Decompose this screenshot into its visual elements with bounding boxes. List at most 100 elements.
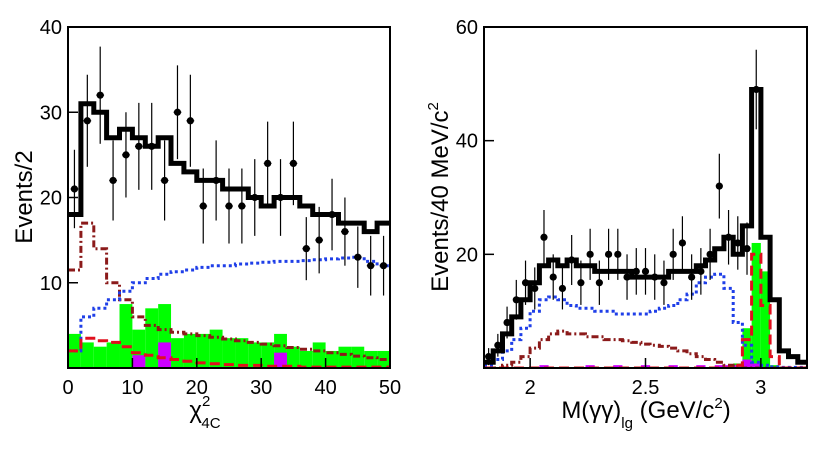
data-point — [109, 140, 117, 221]
x-tick-label: 3 — [755, 377, 766, 399]
data-point — [669, 228, 677, 280]
data-point — [549, 254, 557, 300]
data-point — [623, 254, 631, 300]
background-green-bar — [106, 342, 120, 368]
background-green-bar — [299, 350, 313, 368]
data-point — [485, 348, 493, 366]
background-blue-line — [484, 272, 807, 368]
background-red-line — [484, 252, 807, 368]
data-point — [276, 159, 285, 236]
y-tick-label: 40 — [40, 17, 62, 39]
x-tick-label: 20 — [186, 377, 208, 399]
right-y-axis-label: Events/40 MeV/c2 — [425, 102, 454, 292]
data-point — [122, 112, 130, 198]
background-green-bar — [222, 338, 236, 368]
data-point — [199, 168, 208, 244]
background-green-bar — [325, 350, 339, 368]
data-point — [568, 235, 576, 286]
y-tick-label: 60 — [456, 17, 478, 39]
background-green-bar — [248, 342, 262, 368]
data-point — [328, 178, 336, 251]
data-point — [697, 248, 705, 295]
data-point — [715, 153, 723, 219]
data-point — [558, 267, 567, 310]
background-green-bar — [171, 338, 184, 368]
background-magenta-bar — [742, 359, 752, 368]
background-green-bar — [312, 342, 326, 368]
x-tick-label: 50 — [379, 377, 401, 399]
background-green-bar — [119, 304, 133, 368]
left-x-axis-label: χ2 4C — [189, 393, 220, 432]
background-green-bar — [760, 271, 771, 368]
data-point — [540, 210, 548, 265]
data-point — [494, 333, 502, 357]
data-point — [752, 49, 760, 130]
background-green-bar — [286, 346, 300, 368]
data-point — [160, 140, 169, 221]
data-point — [595, 260, 603, 305]
left-y-axis-label: Events/2 — [11, 150, 38, 243]
data-point — [186, 74, 195, 167]
background-magenta-bar — [539, 365, 549, 368]
data-point — [134, 102, 143, 190]
data-point — [315, 206, 324, 274]
data-point — [688, 254, 696, 300]
left-panel: 0 10 20 30 40 50 10 20 30 40 Events/2 χ2 4C — [11, 17, 401, 432]
data-point — [225, 168, 233, 244]
background-magenta-bar — [158, 342, 172, 368]
y-tick-label: 20 — [40, 188, 62, 210]
background-green-bar — [261, 342, 275, 368]
data-point — [289, 121, 298, 206]
data-point — [341, 197, 349, 266]
background-green-bar — [80, 342, 94, 368]
data-point — [678, 216, 687, 270]
data-point — [531, 267, 539, 310]
x-tick-label: 30 — [250, 377, 272, 399]
data-point — [263, 121, 272, 206]
data-point — [302, 217, 311, 281]
data-point — [83, 74, 92, 167]
data-point — [238, 168, 246, 244]
background-magenta-bar — [613, 365, 623, 368]
background-green-bar — [209, 329, 223, 368]
background-magenta-bar — [132, 355, 146, 368]
x-tick-label: 0 — [62, 377, 73, 399]
x-tick-label: 2 — [525, 377, 536, 399]
data-point — [512, 279, 520, 320]
background-green-bar — [751, 242, 761, 368]
total fit-line — [484, 87, 807, 365]
data-point — [521, 260, 530, 305]
data-point — [651, 254, 659, 300]
data-point — [577, 260, 585, 305]
data-point — [706, 228, 714, 280]
data-point — [734, 216, 742, 270]
data-point — [353, 226, 362, 288]
background-darkred-line — [484, 329, 807, 368]
data-point — [96, 46, 105, 144]
data-point — [632, 248, 640, 295]
data-point — [366, 235, 375, 296]
data-point — [641, 248, 650, 295]
background-green-bar — [364, 350, 378, 368]
background-magenta-bar — [274, 352, 287, 368]
data-point — [503, 306, 511, 339]
right-x-axis-label: M(γγ)lg (GeV/c2) — [561, 395, 730, 432]
x-tick-label: 40 — [314, 377, 336, 399]
data-point — [660, 260, 668, 305]
data-point — [212, 140, 220, 221]
y-tick-label: 20 — [456, 244, 478, 266]
background-magenta-bar — [714, 365, 724, 368]
data-point — [379, 235, 388, 296]
background-green-bar — [183, 333, 197, 368]
data-point — [743, 222, 751, 275]
background-magenta-bar — [751, 363, 761, 368]
data-point — [604, 228, 613, 280]
right-panel: 2 2.5 3 20 40 60 Events/40 MeV/c2 M(γγ)lg (Ge… — [425, 17, 808, 432]
data-point — [614, 228, 622, 280]
data-point — [586, 228, 594, 280]
data-point — [173, 65, 182, 160]
background-green-bar — [742, 328, 752, 368]
y-tick-label: 10 — [40, 273, 62, 295]
data-point — [70, 149, 79, 229]
